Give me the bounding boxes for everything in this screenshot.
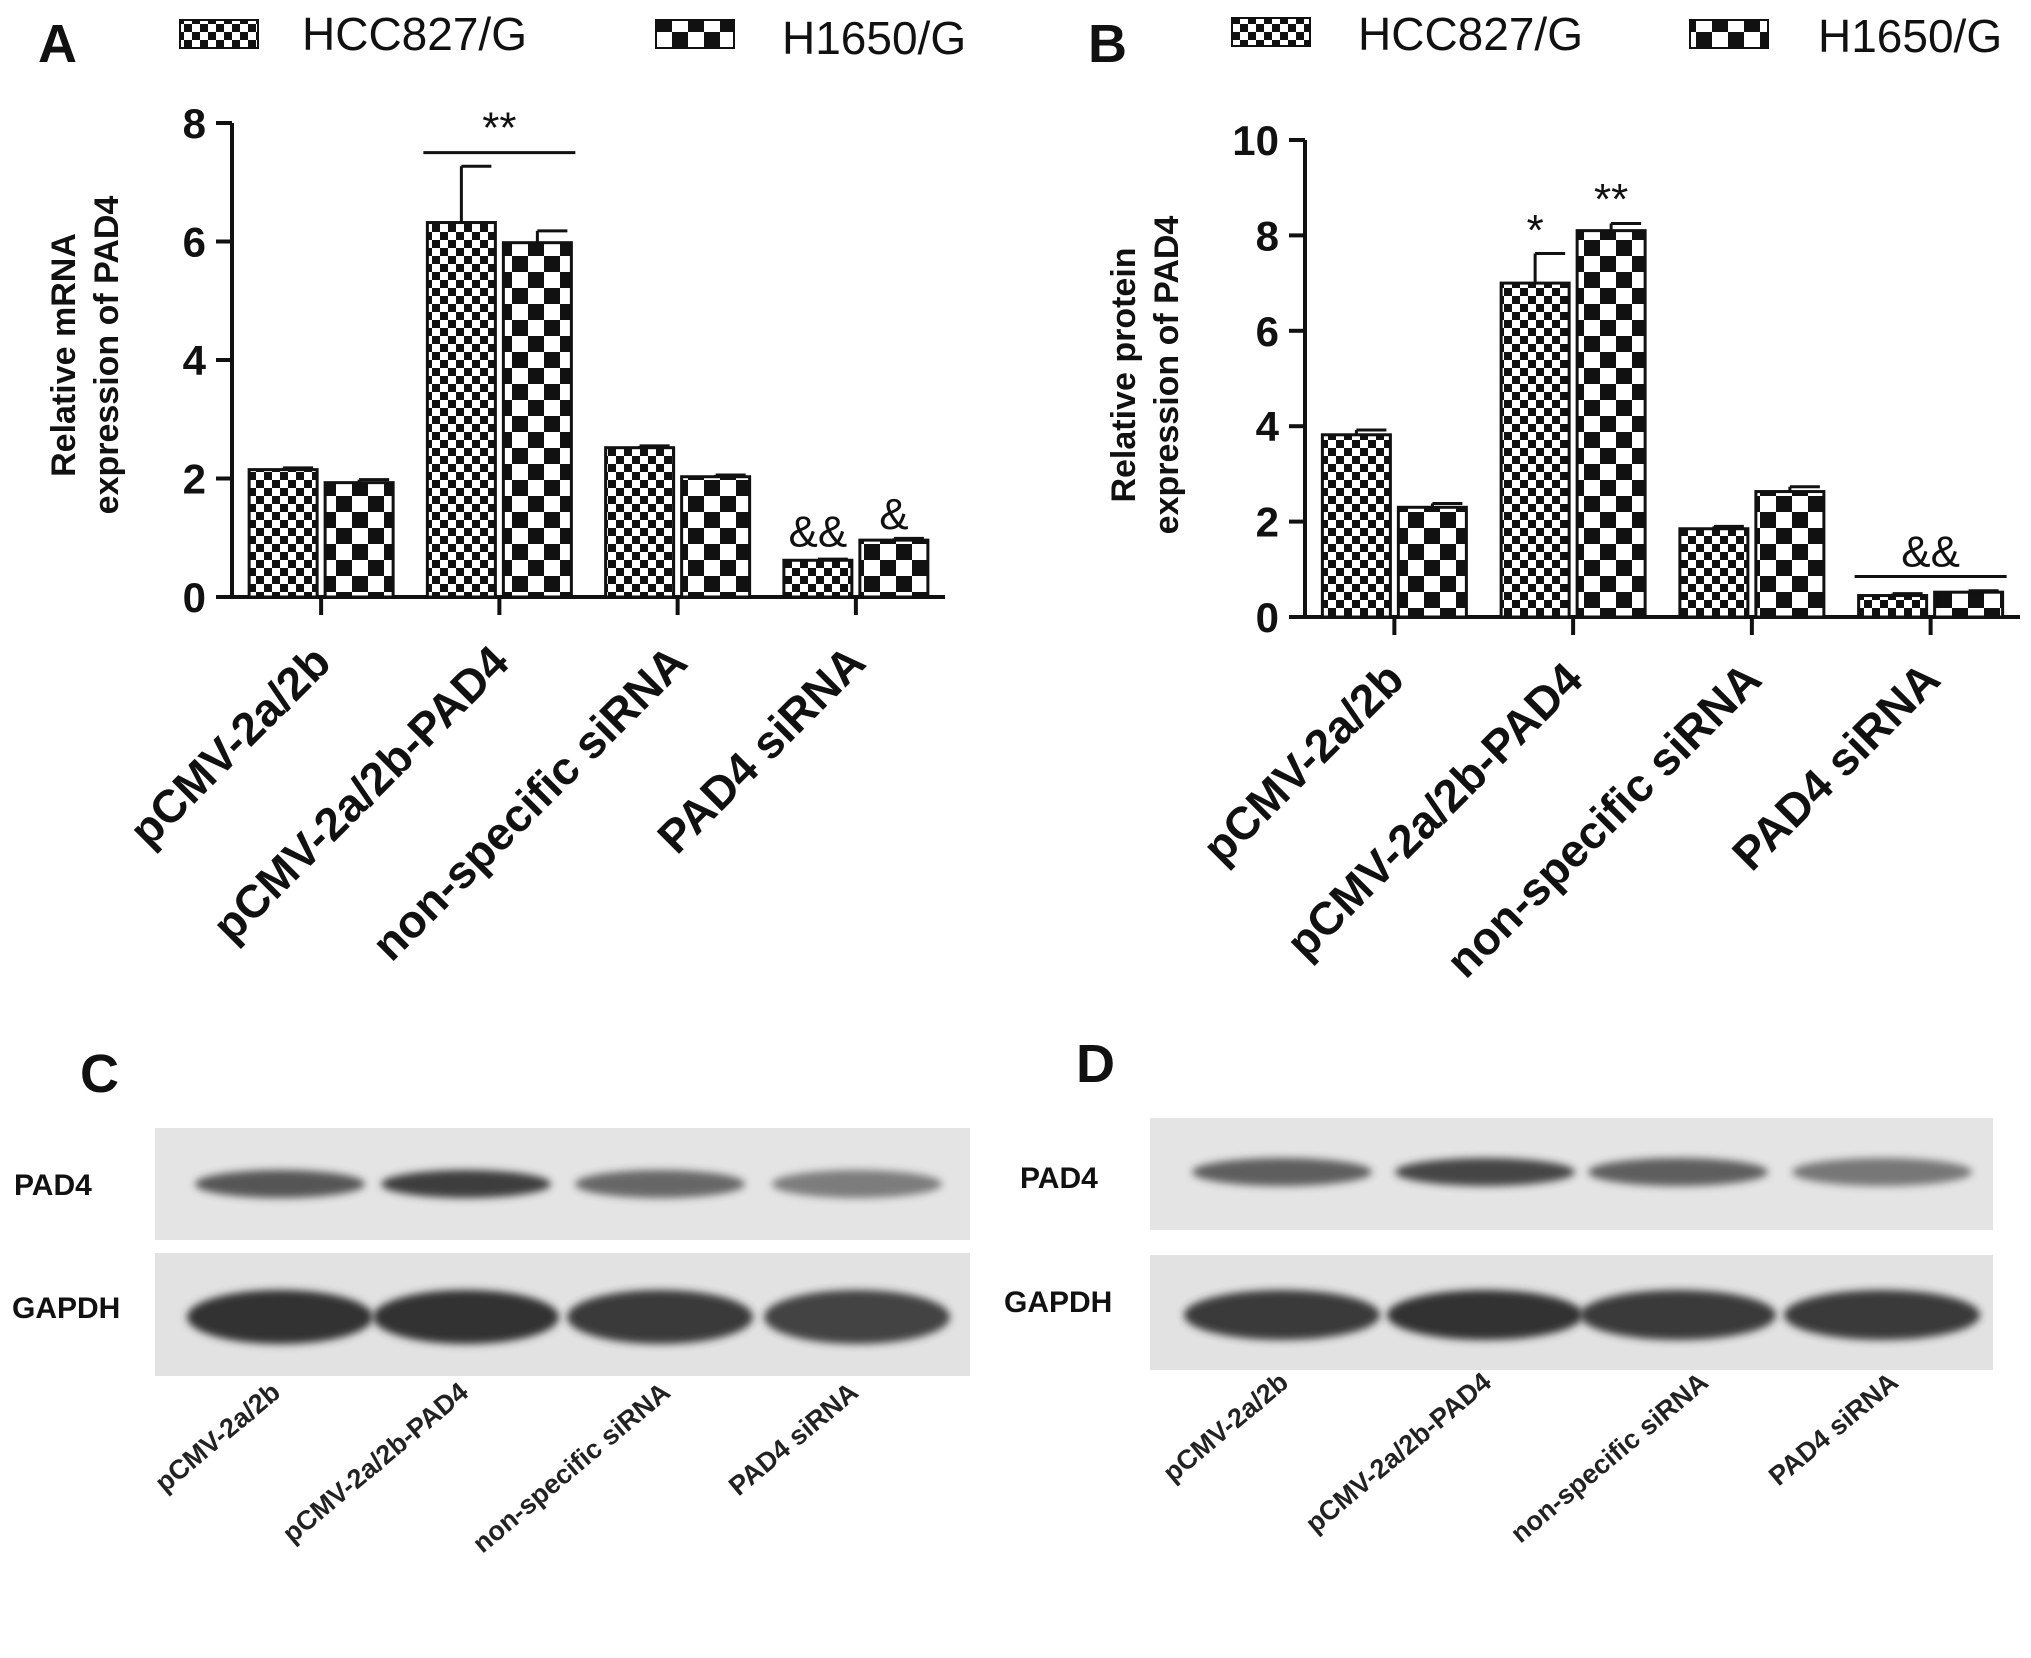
lane-label: non-specific siRNA <box>467 1377 676 1559</box>
western-blot-c: PAD4 GAPDH pCMV-2a/2bpCMV-2a/2b-PAD4non-… <box>12 1128 970 1559</box>
band-gapdh <box>1387 1290 1583 1340</box>
bar-hcc827g-3 <box>1678 527 1750 619</box>
significance-marker: ** <box>482 104 516 153</box>
band-gapdh <box>1784 1290 1980 1340</box>
y-tick-label: 8 <box>183 100 206 147</box>
legend-label-hcc827: HCC827/G <box>1358 8 1583 60</box>
significance-marker: && <box>1901 527 1960 576</box>
y-tick-label: 0 <box>1256 594 1279 641</box>
band-pad4 <box>381 1170 551 1198</box>
bar-hcc827g-4 <box>782 558 854 599</box>
band-pad4 <box>772 1170 942 1198</box>
band-pad4 <box>1792 1158 1972 1186</box>
bar-hcc827g-1 <box>1320 433 1392 619</box>
lane-label: PAD4 siRNA <box>723 1377 864 1502</box>
band-gapdh <box>187 1290 373 1344</box>
significance-marker: * <box>1527 206 1544 255</box>
lane-label: PAD4 siRNA <box>1763 1367 1904 1492</box>
bar-h1650g-4 <box>1933 590 2005 619</box>
bar-hcc827g-4 <box>1857 594 1929 619</box>
legend-a: HCC827/G H1650/G <box>179 8 966 64</box>
bar-h1650g-1 <box>1396 505 1468 619</box>
band-pad4 <box>195 1170 365 1198</box>
x-category-label: pCMV-2a/2b-PAD4 <box>1276 652 1593 969</box>
band-gapdh <box>764 1290 950 1344</box>
lane-label: pCMV-2a/2b <box>149 1377 286 1498</box>
y-tick-label: 8 <box>1256 212 1279 259</box>
y-tick-label: 2 <box>1256 499 1279 546</box>
legend-b: HCC827/G H1650/G <box>1231 8 2002 62</box>
x-category-label: non-specific siRNA <box>1436 652 1771 987</box>
bar-h1650g-2 <box>1575 229 1647 619</box>
y-axis-title-line-2: expression of PAD4 <box>1148 216 1186 535</box>
lane-label: pCMV-2a/2b-PAD4 <box>1300 1367 1497 1539</box>
blot-label-gapdh: GAPDH <box>1004 1286 1112 1319</box>
band-gapdh <box>373 1290 559 1344</box>
bar-hcc827g-1 <box>247 468 319 599</box>
blot-label-gapdh: GAPDH <box>12 1292 120 1325</box>
significance-marker: ** <box>1594 175 1628 224</box>
lane-label: pCMV-2a/2b <box>1157 1367 1294 1488</box>
band-pad4 <box>1395 1158 1575 1186</box>
lane-label: non-specific siRNA <box>1505 1367 1714 1549</box>
legend-swatch-h1650 <box>1689 19 1769 49</box>
legend-label-h1650: H1650/G <box>1818 10 2002 62</box>
legend-swatch-hcc827 <box>179 19 259 49</box>
chart-mrna: Relative mRNA expression of PAD4 0 2 4 6 8 pC… <box>45 100 945 970</box>
blot-label-pad4: PAD4 <box>14 1169 92 1202</box>
y-tick-label: 4 <box>183 337 207 384</box>
y-tick-label: 10 <box>1232 117 1279 164</box>
legend-label-hcc827: HCC827/G <box>302 8 527 60</box>
legend-label-h1650: H1650/G <box>782 12 966 64</box>
western-blot-d: PAD4 GAPDH pCMV-2a/2b pCMV-2a/2b-PAD4 non-… <box>1004 1118 1993 1549</box>
bar-h1650g-3 <box>680 475 752 599</box>
legend-swatch-hcc827 <box>1231 17 1311 47</box>
y-axis-title-line-2: expression of PAD4 <box>88 196 126 515</box>
panel-letter-b: B <box>1088 14 1127 74</box>
significance-marker: & <box>879 490 908 539</box>
y-tick-label: 0 <box>183 574 206 621</box>
bar-hcc827g-3 <box>604 446 676 599</box>
bar-hcc827g-2 <box>425 221 497 599</box>
chart-protein: Relative protein expression of PAD4 0 2 4 6… <box>1105 117 2020 987</box>
panel-letter-c: C <box>80 1044 119 1104</box>
x-category-label: non-specific siRNA <box>362 635 697 970</box>
legend-swatch-h1650 <box>655 19 735 49</box>
bar-hcc827g-2 <box>1499 281 1571 619</box>
lane-label: pCMV-2a/2b-PAD4 <box>277 1377 474 1549</box>
band-pad4 <box>1588 1158 1768 1186</box>
blot-label-pad4: PAD4 <box>1020 1162 1098 1195</box>
y-tick-label: 6 <box>183 219 206 266</box>
band-pad4 <box>575 1170 745 1198</box>
significance-marker: && <box>789 508 848 557</box>
band-gapdh <box>1580 1290 1776 1340</box>
y-tick-label: 2 <box>183 456 206 503</box>
y-axis-title-line-1: Relative mRNA <box>45 233 83 477</box>
band-pad4 <box>1192 1158 1372 1186</box>
bar-h1650g-3 <box>1754 490 1826 619</box>
band-gapdh <box>567 1290 753 1344</box>
band-gapdh <box>1184 1290 1380 1340</box>
x-category-label: pCMV-2a/2b-PAD4 <box>202 635 519 952</box>
bar-h1650g-2 <box>501 241 573 599</box>
y-tick-label: 6 <box>1256 308 1279 355</box>
panel-letter-d: D <box>1076 1034 1115 1094</box>
panel-letter-a: A <box>38 14 77 74</box>
bar-h1650g-4 <box>858 538 930 599</box>
bar-h1650g-1 <box>323 481 395 599</box>
y-axis-title-line-1: Relative protein <box>1105 247 1143 502</box>
y-tick-label: 4 <box>1256 403 1280 450</box>
